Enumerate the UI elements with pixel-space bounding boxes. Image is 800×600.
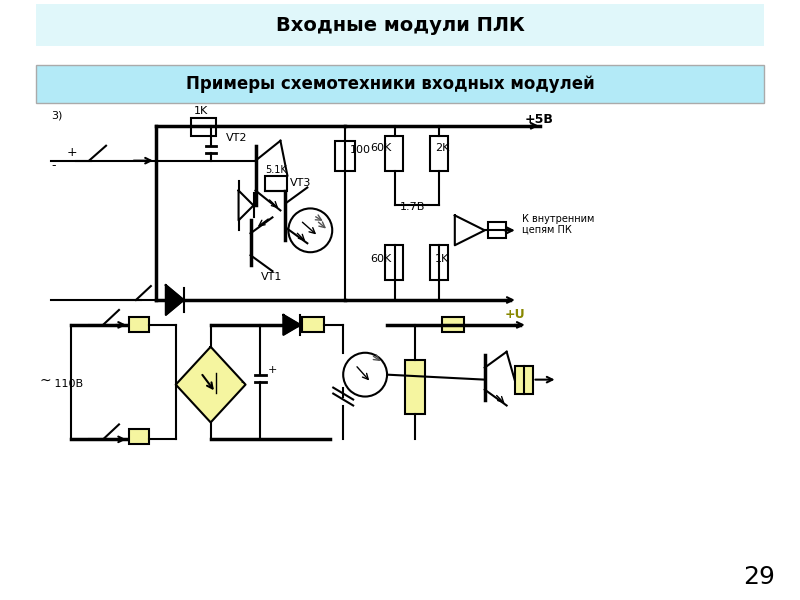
Bar xyxy=(129,430,149,445)
Text: 1K: 1K xyxy=(435,254,449,264)
Bar xyxy=(302,317,324,332)
Text: VT3: VT3 xyxy=(290,178,312,188)
Text: 110В: 110В xyxy=(51,379,83,389)
Text: 60K: 60K xyxy=(370,143,391,152)
Bar xyxy=(442,317,464,332)
Polygon shape xyxy=(283,315,300,335)
Text: 5.1K: 5.1K xyxy=(266,164,287,175)
Text: 3): 3) xyxy=(51,111,62,121)
Bar xyxy=(129,317,149,332)
Text: цепям ПК: цепям ПК xyxy=(522,224,571,235)
Text: 1K: 1K xyxy=(194,106,208,116)
Bar xyxy=(405,360,425,415)
Bar xyxy=(385,136,403,170)
Text: +: + xyxy=(267,365,277,374)
Text: Входные модули ПЛК: Входные модули ПЛК xyxy=(275,16,525,35)
FancyBboxPatch shape xyxy=(36,65,764,103)
Text: VT1: VT1 xyxy=(261,272,282,282)
Text: VT2: VT2 xyxy=(226,133,247,143)
Bar xyxy=(335,141,355,170)
Bar xyxy=(430,136,448,170)
Text: 29: 29 xyxy=(743,565,774,589)
Bar xyxy=(514,365,533,394)
FancyBboxPatch shape xyxy=(36,4,764,46)
Text: ~: ~ xyxy=(39,374,51,388)
Bar xyxy=(488,223,506,238)
Text: +5В: +5В xyxy=(525,113,554,126)
Bar xyxy=(430,245,448,280)
Text: +: + xyxy=(66,146,77,158)
Text: 100: 100 xyxy=(350,145,371,155)
Polygon shape xyxy=(166,285,184,315)
Text: +U: +U xyxy=(505,308,526,321)
Text: 1.7В: 1.7В xyxy=(400,202,426,212)
Text: Примеры схемотехники входных модулей: Примеры схемотехники входных модулей xyxy=(186,75,594,93)
Polygon shape xyxy=(176,347,246,422)
Text: -: - xyxy=(51,158,56,172)
Text: -: - xyxy=(241,377,245,386)
Text: 60K: 60K xyxy=(370,254,391,264)
Text: 2K: 2K xyxy=(435,143,450,152)
Bar xyxy=(385,245,403,280)
Bar xyxy=(266,176,287,191)
Text: К внутренним: К внутренним xyxy=(522,214,594,224)
Bar xyxy=(190,118,216,136)
